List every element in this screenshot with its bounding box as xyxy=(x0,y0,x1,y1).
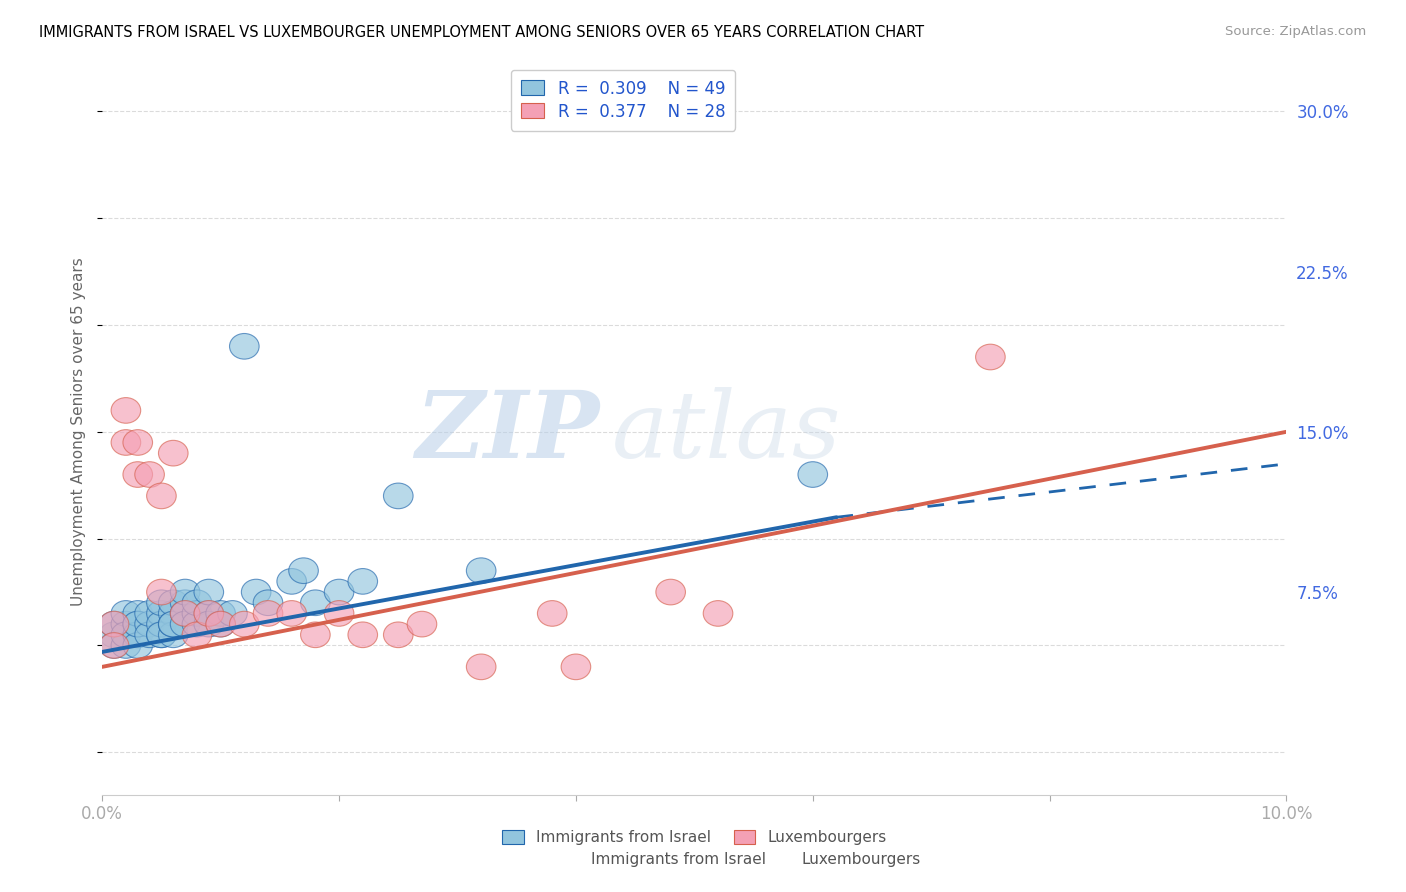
Ellipse shape xyxy=(159,611,188,637)
Ellipse shape xyxy=(100,611,129,637)
Ellipse shape xyxy=(253,600,283,626)
Ellipse shape xyxy=(347,568,378,594)
Ellipse shape xyxy=(194,611,224,637)
Ellipse shape xyxy=(229,611,259,637)
Ellipse shape xyxy=(183,611,212,637)
Ellipse shape xyxy=(111,600,141,626)
Text: Luxembourgers: Luxembourgers xyxy=(801,852,921,867)
Ellipse shape xyxy=(111,611,141,637)
Ellipse shape xyxy=(976,344,1005,370)
Ellipse shape xyxy=(325,600,354,626)
Ellipse shape xyxy=(135,622,165,648)
Text: Immigrants from Israel: Immigrants from Israel xyxy=(591,852,765,867)
Ellipse shape xyxy=(183,590,212,615)
Ellipse shape xyxy=(111,430,141,455)
Ellipse shape xyxy=(170,590,200,615)
Ellipse shape xyxy=(122,632,152,658)
Text: Source: ZipAtlas.com: Source: ZipAtlas.com xyxy=(1226,25,1367,38)
Ellipse shape xyxy=(277,568,307,594)
Ellipse shape xyxy=(301,590,330,615)
Ellipse shape xyxy=(288,558,318,583)
Ellipse shape xyxy=(384,622,413,648)
Ellipse shape xyxy=(205,611,235,637)
Legend: R =  0.309    N = 49, R =  0.377    N = 28: R = 0.309 N = 49, R = 0.377 N = 28 xyxy=(512,70,735,130)
Ellipse shape xyxy=(146,579,176,605)
Ellipse shape xyxy=(159,622,188,648)
Ellipse shape xyxy=(384,483,413,508)
Ellipse shape xyxy=(347,622,378,648)
Ellipse shape xyxy=(122,462,152,487)
Ellipse shape xyxy=(408,611,437,637)
Ellipse shape xyxy=(159,600,188,626)
Ellipse shape xyxy=(146,483,176,508)
Ellipse shape xyxy=(100,622,129,648)
Ellipse shape xyxy=(135,462,165,487)
Ellipse shape xyxy=(301,622,330,648)
Ellipse shape xyxy=(122,622,152,648)
Ellipse shape xyxy=(146,622,176,648)
Ellipse shape xyxy=(146,590,176,615)
Ellipse shape xyxy=(135,611,165,637)
Ellipse shape xyxy=(122,611,152,637)
Ellipse shape xyxy=(159,611,188,637)
Text: ZIP: ZIP xyxy=(415,387,599,477)
Ellipse shape xyxy=(253,590,283,615)
Ellipse shape xyxy=(100,611,129,637)
Ellipse shape xyxy=(561,654,591,680)
Y-axis label: Unemployment Among Seniors over 65 years: Unemployment Among Seniors over 65 years xyxy=(72,258,86,607)
Ellipse shape xyxy=(146,611,176,637)
Ellipse shape xyxy=(205,611,235,637)
Ellipse shape xyxy=(703,600,733,626)
Ellipse shape xyxy=(242,579,271,605)
Ellipse shape xyxy=(218,600,247,626)
Ellipse shape xyxy=(159,441,188,466)
Ellipse shape xyxy=(194,600,224,626)
Ellipse shape xyxy=(170,600,200,626)
Ellipse shape xyxy=(111,632,141,658)
Ellipse shape xyxy=(170,600,200,626)
Ellipse shape xyxy=(122,611,152,637)
Ellipse shape xyxy=(277,600,307,626)
Ellipse shape xyxy=(655,579,686,605)
Ellipse shape xyxy=(537,600,567,626)
Ellipse shape xyxy=(146,622,176,648)
Text: atlas: atlas xyxy=(612,387,841,477)
Ellipse shape xyxy=(325,579,354,605)
Ellipse shape xyxy=(183,622,212,648)
Ellipse shape xyxy=(146,600,176,626)
Ellipse shape xyxy=(194,579,224,605)
Ellipse shape xyxy=(205,600,235,626)
Ellipse shape xyxy=(467,654,496,680)
Ellipse shape xyxy=(194,600,224,626)
Ellipse shape xyxy=(170,579,200,605)
Ellipse shape xyxy=(111,622,141,648)
Ellipse shape xyxy=(111,398,141,423)
Ellipse shape xyxy=(183,600,212,626)
Ellipse shape xyxy=(100,632,129,658)
Ellipse shape xyxy=(170,611,200,637)
Ellipse shape xyxy=(100,632,129,658)
Ellipse shape xyxy=(122,600,152,626)
Ellipse shape xyxy=(159,590,188,615)
Ellipse shape xyxy=(229,334,259,359)
Ellipse shape xyxy=(799,462,828,487)
Ellipse shape xyxy=(467,558,496,583)
Ellipse shape xyxy=(122,430,152,455)
Ellipse shape xyxy=(135,600,165,626)
Text: IMMIGRANTS FROM ISRAEL VS LUXEMBOURGER UNEMPLOYMENT AMONG SENIORS OVER 65 YEARS : IMMIGRANTS FROM ISRAEL VS LUXEMBOURGER U… xyxy=(39,25,925,40)
